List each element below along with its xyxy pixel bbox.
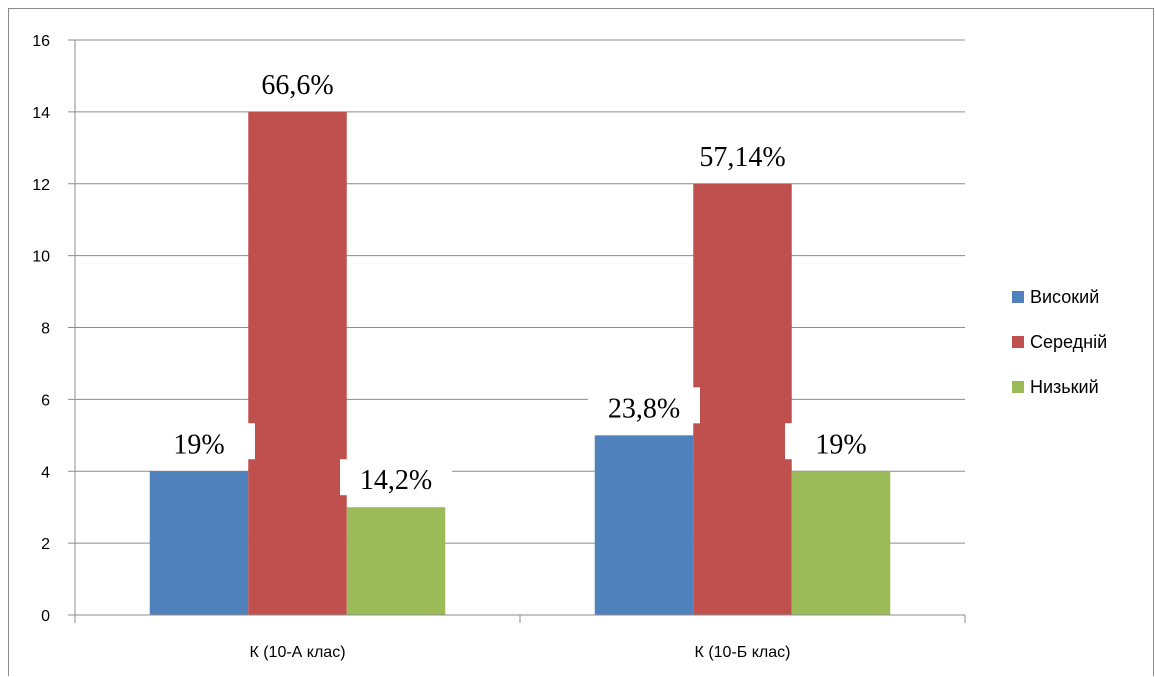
category-label: К (10-Б клас) bbox=[695, 644, 791, 661]
bar bbox=[693, 183, 792, 615]
legend-swatch bbox=[1012, 381, 1024, 393]
legend-swatch bbox=[1012, 336, 1024, 348]
y-tick-label: 6 bbox=[41, 392, 50, 409]
y-tick-label: 12 bbox=[32, 177, 50, 194]
y-tick-label: 8 bbox=[41, 321, 50, 338]
data-label-background bbox=[686, 135, 799, 172]
y-tick-label: 16 bbox=[32, 33, 50, 50]
y-tick-label: 2 bbox=[41, 536, 50, 553]
data-label-background bbox=[241, 63, 354, 100]
y-tick-label: 0 bbox=[41, 608, 50, 625]
data-label: 23,8% bbox=[608, 393, 680, 424]
y-tick-label: 10 bbox=[32, 249, 50, 266]
bar bbox=[248, 111, 347, 615]
legend-label: Середній bbox=[1030, 332, 1107, 352]
bars bbox=[149, 111, 891, 615]
data-label: 57,14% bbox=[699, 142, 785, 173]
bar bbox=[594, 435, 694, 615]
bar bbox=[791, 471, 891, 615]
legend: Високий Середній Низький bbox=[1012, 287, 1107, 397]
bar bbox=[346, 507, 446, 615]
data-label-background bbox=[340, 459, 452, 496]
category-label: К (10-А клас) bbox=[249, 644, 345, 661]
legend-label: Низький bbox=[1030, 377, 1099, 397]
legend-swatch bbox=[1012, 291, 1024, 303]
data-label: 19% bbox=[815, 429, 866, 460]
data-label-background bbox=[588, 387, 700, 424]
data-label: 66,6% bbox=[261, 70, 333, 101]
y-tick-label: 14 bbox=[32, 105, 50, 122]
legend-label: Високий bbox=[1030, 287, 1099, 307]
data-label-background bbox=[785, 423, 897, 460]
data-label: 14,2% bbox=[360, 465, 432, 496]
bar bbox=[149, 471, 249, 615]
axes: 0 2 4 6 8 10 12 14 16 К (10-А клас) К (10-Б клас) bbox=[32, 33, 966, 661]
data-label: 19% bbox=[173, 429, 224, 460]
data-label-background bbox=[143, 423, 255, 460]
y-tick-label: 4 bbox=[41, 464, 50, 481]
data-labels: 19% 66,6% 14,2% 23,8% 57,14% 19% bbox=[143, 63, 897, 496]
